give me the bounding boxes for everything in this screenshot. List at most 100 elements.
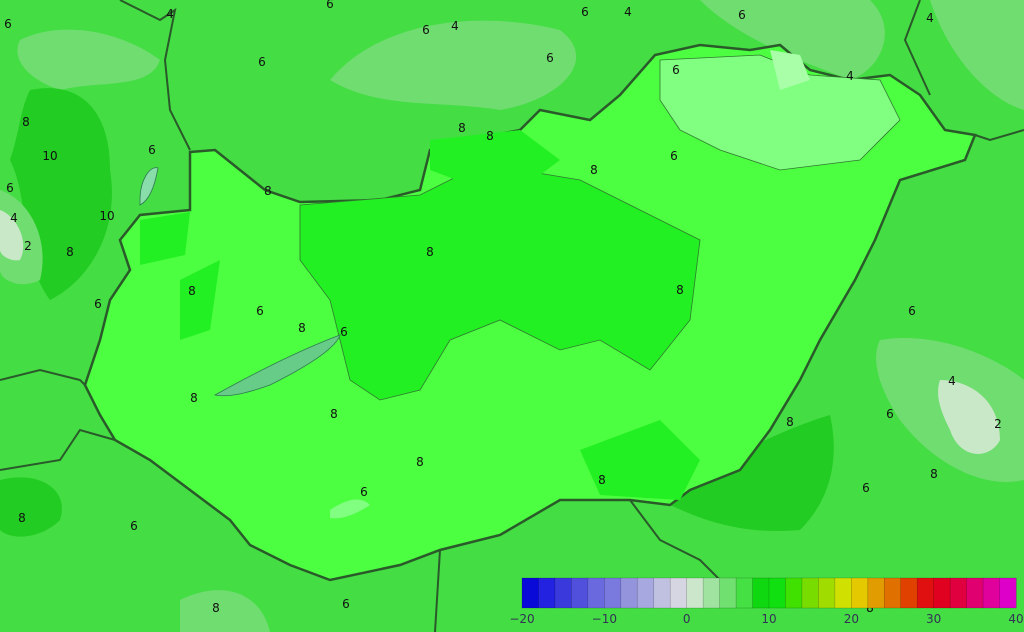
contour-label: 6 (342, 597, 350, 611)
contour-label: 2 (994, 417, 1002, 431)
contour-area-4-6 (700, 0, 885, 80)
colorbar-bin (554, 577, 573, 609)
contour-label: 8 (264, 184, 272, 198)
contour-label: 6 (340, 325, 348, 339)
contour-label: 8 (426, 245, 434, 259)
contour-area-4-6 (180, 590, 270, 632)
contour-area-2-4 (770, 50, 810, 90)
contour-area-2-4 (0, 210, 24, 261)
contour-label: 6 (6, 181, 14, 195)
colorbar-bin (604, 577, 622, 609)
contour-label: 4 (10, 211, 18, 225)
contour-label: 6 (670, 149, 678, 163)
contour-label: 8 (416, 455, 424, 469)
country-border (0, 368, 116, 471)
colorbar-bin (752, 577, 770, 609)
contour-label: 6 (546, 51, 554, 65)
colorbar-bin (999, 577, 1017, 609)
contour-label: 8 (676, 283, 684, 297)
contour-area-4-6 (930, 0, 1024, 110)
contour-area-8-10 (660, 415, 834, 531)
colorbar-bin (933, 577, 951, 609)
contour-area-2-4 (938, 380, 1000, 454)
colorbar-bin (916, 577, 935, 609)
colorbar-bin (521, 577, 540, 609)
colorbar-bin (702, 577, 721, 609)
contour-label: 8 (18, 511, 26, 525)
colorbar-bin (620, 577, 638, 609)
country-border (434, 0, 1024, 632)
contour-label: 8 (590, 163, 598, 177)
contour-label: 6 (672, 63, 680, 77)
colorbar-bin (867, 577, 885, 609)
colorbar-tick-label: 30 (926, 612, 941, 626)
colorbar-tick-label: 40 (1008, 612, 1023, 626)
contour-label: 4 (926, 11, 934, 25)
contour-label: 8 (212, 601, 220, 615)
colorbar-bin (949, 577, 968, 609)
contour-label: 8 (66, 245, 74, 259)
contour-area-8-10 (180, 260, 220, 340)
colorbar-bin (834, 577, 852, 609)
colorbar-tick-label: 0 (683, 612, 691, 626)
contour-area-4-6 (330, 499, 370, 519)
colorbar-bin (538, 577, 556, 609)
contour-label: 10 (42, 149, 57, 163)
colorbar-bin (719, 577, 737, 609)
contour-label: 6 (738, 8, 746, 22)
colorbar-bin (735, 577, 754, 609)
colorbar-bin (653, 577, 671, 609)
colorbar-bin (669, 577, 688, 609)
colorbar-bin (851, 577, 869, 609)
contour-label: 6 (94, 297, 102, 311)
contour-label: 2 (24, 239, 32, 253)
colorbar-bin (636, 577, 655, 609)
colorbar-bin (900, 577, 918, 609)
contour-label: 8 (22, 115, 30, 129)
contour-area-8-10 (0, 477, 62, 537)
contour-label: 10 (99, 209, 114, 223)
colorbar-tick-label: 10 (761, 612, 776, 626)
contour-label: 8 (190, 391, 198, 405)
contour-area-8-10 (140, 212, 190, 265)
colorbar-tick-label: 20 (844, 612, 859, 626)
contour-label: 6 (4, 17, 12, 31)
contour-label: 8 (486, 129, 494, 143)
contour-label: 4 (846, 69, 854, 83)
contour-label: 8 (786, 415, 794, 429)
contour-label: 6 (422, 23, 430, 37)
colorbar-tick-label: −20 (509, 612, 534, 626)
colorbar-ticks: −20 −10 0 10 20 30 40 (509, 612, 1023, 626)
contour-label: 4 (624, 5, 632, 19)
colorbar-bin (587, 577, 605, 609)
contour-label: 4 (948, 374, 956, 388)
contour-label: 6 (258, 55, 266, 69)
country-border (119, 0, 191, 151)
colorbar-bin (818, 577, 836, 609)
contour-label: 6 (908, 304, 916, 318)
colorbar-bin (785, 577, 803, 609)
colorbar-bin (966, 577, 984, 609)
colorbar-bin (883, 577, 902, 609)
colorbar-bin (982, 577, 1001, 609)
contour-area-8-10 (430, 130, 560, 190)
contour-area-4-6 (330, 20, 577, 110)
contour-label: 8 (188, 284, 196, 298)
contour-label: 4 (166, 7, 174, 21)
contour-label: 8 (330, 407, 338, 421)
colorbar-bin (801, 577, 820, 609)
colorbar-tick-label: −10 (592, 612, 617, 626)
contour-label: 6 (148, 143, 156, 157)
contour-label: 6 (130, 519, 138, 533)
colorbar-bin (686, 577, 704, 609)
contour-label: 8 (598, 473, 606, 487)
contour-label: 8 (930, 467, 938, 481)
contour-label: 8 (298, 321, 306, 335)
lake-balaton (213, 334, 341, 397)
contour-label: 6 (256, 304, 264, 318)
lake-neusiedl (139, 167, 159, 206)
